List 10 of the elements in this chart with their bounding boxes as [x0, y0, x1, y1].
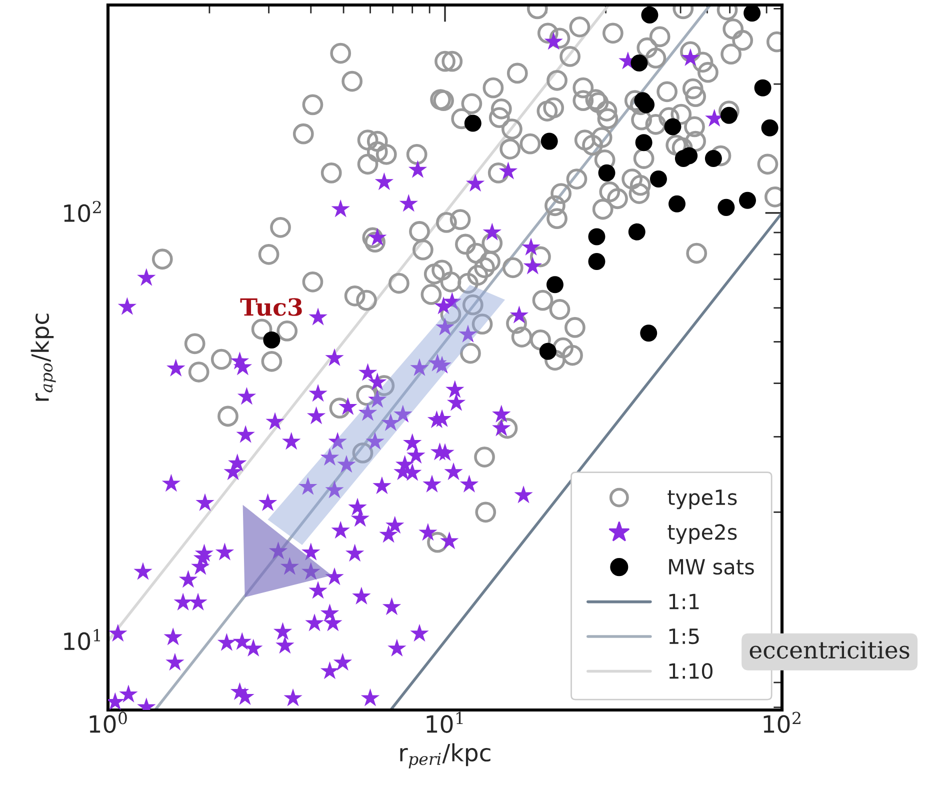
- x-axis-title: r$_{peri}$/kpc: [400, 743, 490, 768]
- legend-label: MW sats: [669, 559, 754, 575]
- legend-label: 1:10: [669, 663, 712, 679]
- annotation: eccentricities: [750, 640, 910, 659]
- x-tick-label: 10$^{1}$: [426, 712, 463, 733]
- legend-label: 1:1: [669, 594, 699, 610]
- y-axis-title: r$_{apo}$/kpc: [30, 314, 56, 401]
- x-tick-label: 10$^{0}$: [90, 712, 127, 733]
- legend-label: 1:5: [669, 628, 699, 644]
- x-tick-label: 10$^{2}$: [764, 712, 800, 733]
